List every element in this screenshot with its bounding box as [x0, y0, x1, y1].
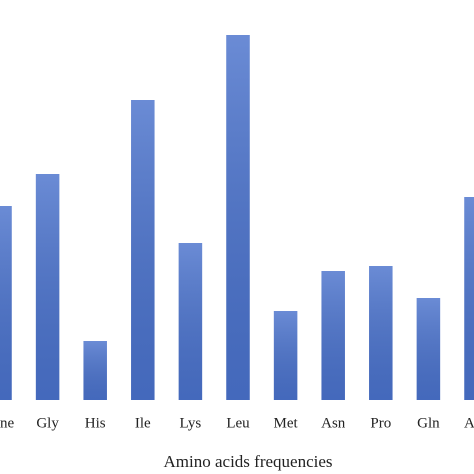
bar: [0, 206, 12, 400]
bar: [35, 174, 60, 400]
bar: [416, 298, 441, 400]
x-tick-label: His: [85, 415, 106, 431]
x-axis-label: Amino acids frequencies: [164, 452, 333, 471]
bar: [226, 35, 250, 400]
x-tick-label: Met: [274, 415, 299, 431]
x-tick-label: Lys: [180, 415, 202, 431]
x-tick-label: ne: [0, 415, 15, 431]
x-tick-label: A: [464, 415, 474, 431]
bar: [464, 197, 474, 400]
bar: [273, 311, 298, 400]
x-tick-label: Gly: [36, 415, 59, 431]
bar: [83, 341, 107, 400]
bar: [369, 266, 393, 400]
x-tick-label: Asn: [321, 415, 346, 431]
bar: [178, 243, 203, 400]
x-tick-label: Gln: [417, 415, 440, 431]
x-tick-label: Ile: [135, 415, 151, 431]
x-tick-label: Leu: [226, 415, 250, 431]
bar: [321, 271, 345, 400]
x-tick-label: Pro: [370, 415, 391, 431]
bar: [131, 100, 155, 400]
